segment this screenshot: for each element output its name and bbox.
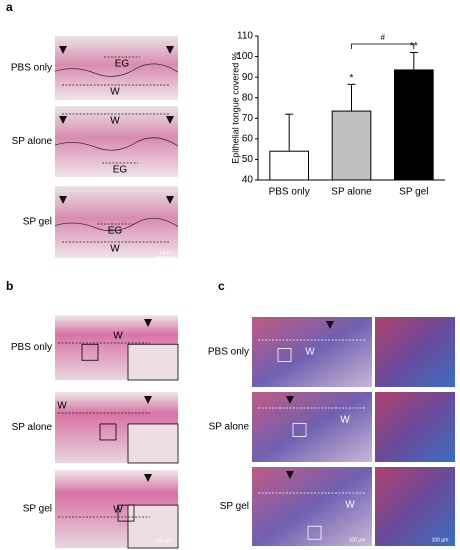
bar — [269, 150, 309, 181]
row-label: PBS only — [11, 342, 52, 353]
x-tick-label: SP alone — [331, 187, 372, 198]
y-tick-label: 80 — [242, 92, 254, 103]
histology-image — [55, 36, 178, 100]
inset — [127, 504, 179, 549]
zoom-image — [375, 467, 455, 546]
tissue-edge — [54, 217, 179, 232]
roi-box — [117, 504, 135, 522]
annotation: W — [57, 401, 67, 412]
scale-bar: 100 µm — [349, 537, 366, 543]
row-label: SP alone — [12, 422, 53, 433]
annotation: W — [305, 347, 315, 358]
x-tick-label: SP gel — [399, 187, 428, 198]
arrowhead — [59, 116, 67, 124]
y-tick-label: 90 — [242, 72, 254, 83]
bar — [394, 69, 434, 181]
histology-image — [55, 186, 178, 258]
bar — [331, 110, 372, 181]
histology-image — [252, 392, 372, 462]
panel-label: b — [6, 279, 13, 293]
annotation: EG — [115, 59, 130, 70]
tissue-edge — [54, 137, 179, 151]
y-tick-label: 70 — [242, 113, 254, 124]
arrowhead — [166, 196, 174, 204]
arrowhead — [144, 319, 152, 327]
arrowhead — [144, 474, 152, 482]
annotation: EG — [108, 226, 123, 237]
histology-image — [252, 317, 372, 387]
arrowhead — [144, 396, 152, 404]
y-tick-label: 40 — [242, 175, 254, 186]
arrowhead — [326, 321, 334, 329]
x-tick-label: PBS only — [269, 187, 310, 198]
tissue-edge — [54, 63, 179, 77]
comparison-bracket — [351, 43, 415, 49]
scale-bar: 100 µm — [155, 538, 172, 544]
error-bar — [347, 83, 356, 112]
roi-box — [99, 423, 117, 441]
arrowhead — [59, 46, 67, 54]
row-label: PBS only — [11, 63, 52, 74]
panel-label: a — [6, 0, 13, 14]
row-label: SP gel — [23, 217, 52, 228]
inset — [127, 423, 179, 464]
annotation: W — [110, 116, 120, 127]
annotation: W — [113, 331, 123, 342]
inset — [127, 343, 179, 381]
annotation: W — [113, 505, 123, 516]
annotation: W — [110, 244, 120, 255]
y-tick-label: 100 — [236, 51, 253, 62]
scale-bar: 1 mm — [159, 250, 172, 256]
row-label: SP alone — [209, 422, 250, 433]
arrowhead — [286, 471, 294, 479]
roi-box — [307, 525, 322, 540]
zoom-image — [375, 392, 455, 462]
row-label: SP gel — [23, 504, 52, 515]
scale-bar: 100 µm — [432, 537, 449, 543]
y-tick-label: 60 — [242, 133, 254, 144]
roi-box — [292, 423, 307, 437]
y-axis-title: Epithelial tongue covered % — [230, 52, 240, 164]
roi-box — [277, 348, 292, 362]
arrowhead — [166, 46, 174, 54]
arrowhead — [166, 116, 174, 124]
row-label: SP gel — [220, 501, 249, 512]
error-bar — [285, 113, 294, 152]
annotation: EG — [113, 165, 128, 176]
significance-mark: * — [350, 73, 354, 84]
annotation: W — [110, 87, 120, 98]
arrowhead — [59, 196, 67, 204]
zoom-image — [375, 317, 455, 387]
row-label: SP alone — [12, 136, 53, 147]
annotation: W — [345, 500, 355, 511]
roi-box — [81, 343, 99, 361]
annotation: W — [340, 415, 350, 426]
row-label: PBS only — [208, 347, 249, 358]
panel-label: c — [218, 279, 225, 293]
comparison-mark: # — [380, 33, 385, 42]
error-bar — [409, 51, 418, 70]
histology-image — [55, 106, 178, 177]
y-tick-label: 110 — [237, 31, 253, 42]
histology-image — [252, 467, 372, 546]
y-tick-label: 50 — [242, 154, 254, 165]
arrowhead — [286, 396, 294, 404]
